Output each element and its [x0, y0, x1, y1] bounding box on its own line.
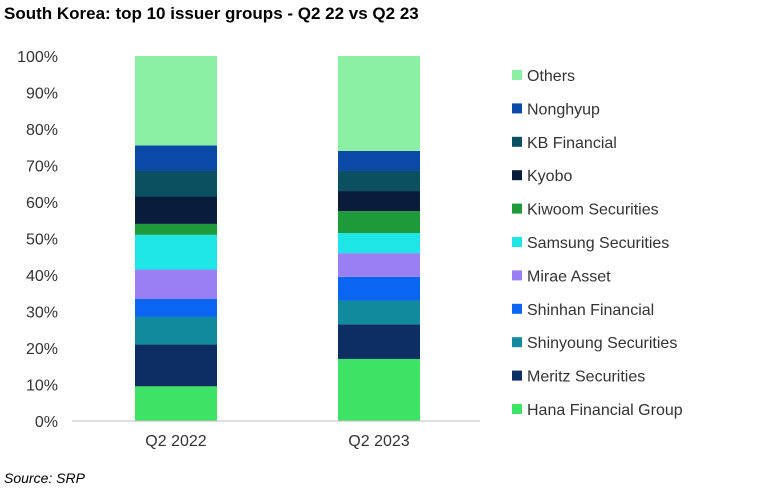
y-tick-label: 90% [26, 86, 58, 103]
bar-segment-shinhan-financial [135, 298, 217, 317]
y-tick-label: 40% [26, 268, 58, 285]
legend-label: Shinhan Financial [527, 302, 654, 319]
legend-swatch [512, 270, 522, 281]
bar-segment-samsung-securities [135, 234, 217, 270]
x-tick-label: Q2 2023 [348, 433, 409, 450]
legend-label: Mirae Asset [527, 268, 611, 285]
legend-label: Meritz Securities [527, 369, 645, 386]
legend-swatch [512, 203, 522, 214]
y-tick-label: 0% [35, 414, 58, 431]
y-axis: 0% 10% 20% 30% 40% 50% 60% 70% 80% 90% 100% [17, 49, 58, 431]
legend-label: Shinyoung Securities [527, 335, 677, 352]
bar-segment-nonghyup [135, 145, 217, 171]
y-tick-label: 50% [26, 232, 58, 249]
bar-segment-hana-financial-group [338, 358, 420, 421]
y-tick-label: 30% [26, 305, 58, 322]
bar-segment-others [135, 56, 217, 146]
y-tick-label: 80% [26, 122, 58, 139]
y-tick-label: 60% [26, 195, 58, 212]
bar-segment-kiwoom-securities [338, 211, 420, 234]
legend-label: Kyobo [527, 168, 572, 185]
bar-segment-shinyoung-securities [338, 300, 420, 325]
bar-segment-kyobo [135, 196, 217, 224]
bar-segment-others [338, 56, 420, 151]
legend-swatch [512, 136, 522, 147]
bar-segment-mirae-asset [135, 269, 217, 299]
bar-segment-kb-financial [338, 170, 420, 192]
bar-segment-shinhan-financial [338, 276, 420, 301]
legend-swatch [512, 170, 522, 181]
legend-label: Hana Financial Group [527, 402, 683, 419]
legend-swatch [512, 103, 522, 114]
source-note: Source: SRP [4, 470, 85, 486]
legend-label: Kiwoom Securities [527, 202, 659, 219]
y-tick-label: 20% [26, 341, 58, 358]
bars-group [135, 56, 420, 421]
bar-segment-kyobo [338, 191, 420, 212]
legend-label: Nonghyup [527, 101, 600, 118]
bar-segment-samsung-securities [338, 233, 420, 254]
y-tick-label: 70% [26, 159, 58, 176]
bar-segment-kiwoom-securities [135, 223, 217, 235]
bar-segment-nonghyup [338, 150, 420, 171]
x-axis: Q2 2022 Q2 2023 [72, 420, 480, 450]
bar-segment-shinyoung-securities [135, 316, 217, 345]
bar-segment-meritz-securities [338, 324, 420, 359]
bar-segment-mirae-asset [338, 253, 420, 277]
legend-label: Others [527, 68, 575, 85]
legend-swatch [512, 70, 522, 80]
legend-swatch [512, 303, 522, 314]
y-tick-label: 100% [17, 49, 58, 66]
legend-swatch [512, 370, 522, 381]
legend: Others Nonghyup KB Financial Kyobo Kiwoom Se… [512, 68, 683, 419]
legend-swatch [512, 404, 522, 414]
chart-title: South Korea: top 10 issuer groups - Q2 2… [4, 4, 419, 23]
y-tick-label: 10% [26, 378, 58, 395]
bar-segment-kb-financial [135, 170, 217, 197]
bar-segment-meritz-securities [135, 344, 217, 387]
x-tick-label: Q2 2022 [145, 433, 206, 450]
legend-swatch [512, 237, 522, 247]
legend-label: KB Financial [527, 135, 617, 152]
legend-label: Samsung Securities [527, 235, 669, 252]
legend-swatch [512, 337, 522, 348]
bar-segment-hana-financial-group [135, 386, 217, 421]
